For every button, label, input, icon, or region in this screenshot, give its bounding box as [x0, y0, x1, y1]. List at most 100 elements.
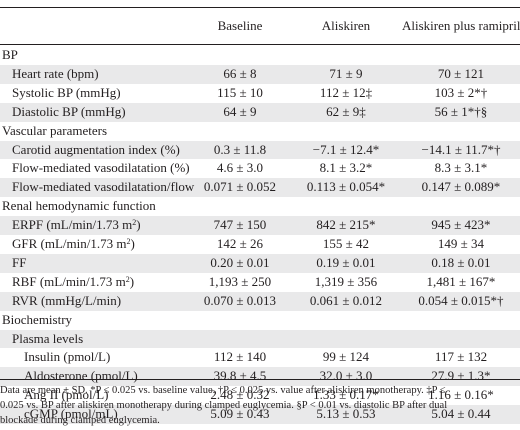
value-cell: 62 ± 9‡: [326, 103, 366, 119]
row-label: Heart rate (bpm): [12, 65, 99, 84]
unit-superscript: 2: [125, 274, 130, 284]
section-heading: Biochemistry: [2, 311, 72, 330]
row-label-text: FF: [12, 254, 27, 270]
header-rule: [0, 44, 520, 45]
value-cell: 66 ± 8: [223, 65, 257, 81]
row-label-end: ): [130, 236, 135, 251]
value-cell: 71 ± 9: [329, 65, 363, 81]
row-label-text: Plasma levels: [12, 330, 84, 346]
value-cell: 149 ± 34: [437, 236, 485, 251]
row-label-text: Renal hemodynamic function: [2, 198, 156, 214]
row-label-text: Flow-mediated vasodilatation/flow: [12, 179, 195, 195]
row-label-end: ): [136, 217, 141, 233]
value-cell: 0.19 ± 0.01: [316, 254, 376, 270]
value-cell: 8.1 ± 3.2*: [319, 160, 373, 176]
bottom-rule: [0, 379, 520, 380]
value-cell: 2.48 ± 0.32: [210, 387, 270, 403]
row-label-text: cGMP (pmol/mL): [24, 406, 118, 422]
value-cell: 0.061 ± 0.012: [309, 292, 383, 308]
value-cell: 70 ± 121: [437, 65, 485, 81]
column-header-baseline: Baseline: [217, 18, 263, 33]
value-cell: 5.04 ± 0.44: [431, 406, 491, 422]
value-cell: 64 ± 9: [223, 103, 257, 119]
value-cell: 5.13 ± 0.53: [316, 406, 376, 422]
footnote-line: 0.025 vs. BP after aliskiren monotherapy…: [0, 400, 448, 411]
table-row: Insulin (pmol/L) 112 ± 140 99 ± 124 117 ± 1…: [0, 348, 520, 367]
row-label-text: RVR (mmHg/L/min): [12, 292, 122, 308]
row-label: Ang II (pmol/L): [24, 386, 108, 405]
value-cell: 117 ± 132: [434, 349, 488, 365]
section-heading: Vascular parameters: [2, 122, 107, 141]
row-label-text: Vascular parameters: [2, 122, 108, 138]
row-label-text: RBF (mL/min/1.73 m: [12, 273, 126, 289]
table-row: Flow-mediated vasodilatation/flow 0.071 ±…: [0, 178, 520, 198]
table-row: Biochemistry: [0, 311, 520, 330]
value-cell: −14.1 ± 11.7*†: [421, 141, 501, 157]
value-cell: 112 ± 12‡: [319, 84, 373, 100]
row-label-text: BP: [2, 47, 18, 62]
value-cell: 1.33 ± 0.17*: [313, 387, 379, 403]
row-label-text: Aldosterone (pmol/L): [24, 368, 138, 384]
row-label: Diastolic BP (mmHg): [12, 103, 126, 122]
row-label: cGMP (pmol/mL): [24, 405, 118, 424]
value-cell: 99 ± 124: [322, 349, 370, 365]
value-cell: 0.054 ± 0.015*†: [418, 292, 504, 308]
row-label-text: ERPF (mL/min/1.73 m: [12, 217, 133, 233]
value-cell: 0.113 ± 0.054*: [306, 179, 386, 195]
value-cell: 56 ± 1*†§: [434, 103, 488, 119]
row-label: GFR (mL/min/1.73 m2): [12, 235, 135, 254]
row-label: Flow-mediated vasodilatation/flow: [12, 178, 194, 197]
value-cell: −7.1 ± 12.4*: [312, 141, 380, 157]
top-rule: [0, 7, 520, 8]
table-row: Heart rate (bpm) 66 ± 8 71 ± 9 70 ± 121: [0, 64, 520, 84]
row-label: Systolic BP (mmHg): [12, 84, 121, 103]
value-cell: 155 ± 42: [322, 236, 370, 251]
row-label-text: Carotid augmentation index (%): [12, 141, 180, 157]
value-cell: 1.16 ± 0.16*: [428, 387, 494, 403]
row-label-text: GFR (mL/min/1.73 m: [12, 236, 127, 251]
table-row: BP: [0, 46, 520, 65]
value-cell: 4.6 ± 3.0: [216, 160, 264, 176]
column-header-aliskiren: Aliskiren: [321, 18, 371, 33]
row-label: Insulin (pmol/L): [24, 348, 110, 367]
value-cell: 0.18 ± 0.01: [431, 254, 491, 270]
table-row: Carotid augmentation index (%) 0.3 ± 11.8…: [0, 140, 520, 160]
value-cell: 0.070 ± 0.013: [203, 292, 277, 308]
row-label-text: Heart rate (bpm): [12, 65, 99, 81]
row-label-text: Biochemistry: [2, 311, 73, 327]
value-cell: 8.3 ± 3.1*: [434, 160, 488, 176]
value-cell: 747 ± 150: [213, 217, 267, 233]
table-footnote: Data are mean ± SD. *P ≤ 0.025 vs. basel…: [0, 383, 520, 428]
value-cell: 1,193 ± 250: [208, 273, 272, 289]
section-heading: BP: [2, 46, 18, 65]
table-row: Ang II (pmol/L) 2.48 ± 0.32 1.33 ± 0.17* 1.…: [0, 386, 520, 405]
row-label: ERPF (mL/min/1.73 m2): [12, 216, 141, 235]
value-cell: 1,319 ± 356: [314, 273, 378, 289]
table-row: GFR (mL/min/1.73 m2) 142 ± 26 155 ± 42 149 …: [0, 235, 520, 254]
row-label-text: Ang II (pmol/L): [24, 387, 109, 403]
table-row: Systolic BP (mmHg) 115 ± 10 112 ± 12‡ 103 ±…: [0, 84, 520, 103]
row-label: FF: [12, 254, 26, 273]
value-cell: 842 ± 215*: [316, 217, 376, 233]
row-label: RVR (mmHg/L/min): [12, 292, 121, 311]
value-cell: 103 ± 2*†: [434, 84, 488, 100]
row-label-text: Diastolic BP (mmHg): [12, 103, 126, 119]
value-cell: 0.20 ± 0.01: [210, 254, 270, 270]
unit-superscript: 2: [126, 237, 131, 246]
value-cell: 142 ± 26: [216, 236, 264, 251]
value-cell: 0.071 ± 0.052: [203, 179, 277, 195]
table-row: cGMP (pmol/mL) 5.09 ± 0.43 5.13 ± 0.53 5.04…: [0, 405, 520, 424]
value-cell: 0.147 ± 0.089*: [421, 179, 501, 195]
footnote-line: Data are mean ± SD. *P ≤ 0.025 vs. basel…: [0, 385, 446, 396]
table-row: ERPF (mL/min/1.73 m2) 747 ± 150 842 ± 215*…: [0, 216, 520, 235]
row-label: Carotid augmentation index (%): [12, 141, 180, 160]
table-row: RVR (mmHg/L/min) 0.070 ± 0.013 0.061 ± 0.0…: [0, 291, 520, 311]
table-row: Flow-mediated vasodilatation (%) 4.6 ± 3.…: [0, 159, 520, 178]
row-label-text: Systolic BP (mmHg): [12, 84, 121, 100]
value-cell: 5.09 ± 0.43: [210, 406, 270, 422]
row-label: Flow-mediated vasodilatation (%): [12, 159, 190, 178]
table-row: RBF (mL/min/1.73 m2) 1,193 ± 250 1,319 ± 3…: [0, 273, 520, 292]
value-cell: 112 ± 140: [213, 349, 267, 365]
table-row: Vascular parameters: [0, 122, 520, 141]
